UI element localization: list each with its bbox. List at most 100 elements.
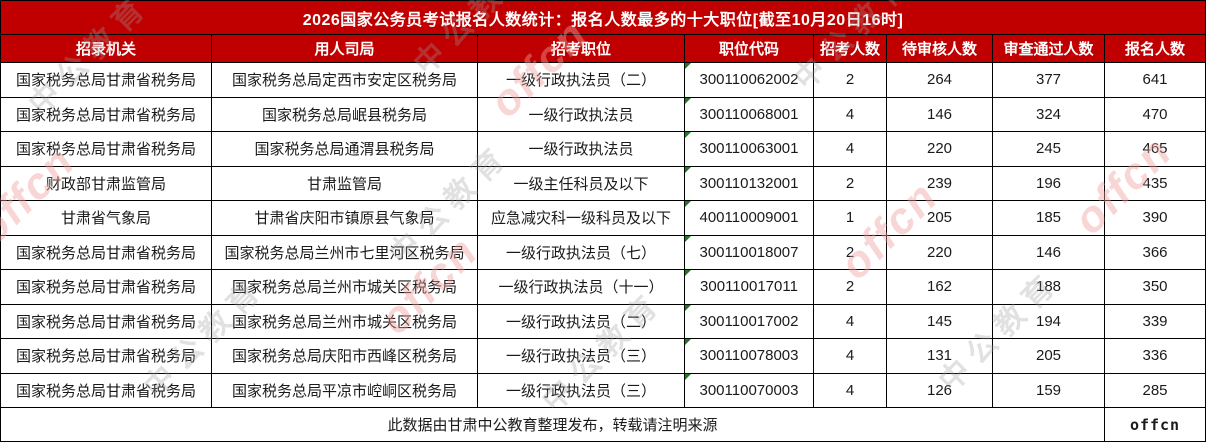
cell-approved-count: 194 <box>992 303 1105 339</box>
cell-position: 一级行政执法员（二） <box>477 62 685 98</box>
cell-pending-count: 205 <box>886 200 993 236</box>
code-text: 300110078003 <box>699 347 799 365</box>
cell-bureau: 甘肃省庆阳市镇原县气象局 <box>211 200 478 236</box>
col-header-recruit: 招考人数 <box>813 34 887 63</box>
cell-pending-count: 146 <box>886 96 993 132</box>
cell-recruit-count: 2 <box>813 269 887 305</box>
table-row: 国家税务总局甘肃省税务局 国家税务总局平凉市崆峒区税务局 一级行政执法员（三） … <box>0 372 1207 408</box>
source-note: 此数据由甘肃中公教育整理发布，转载请注明来源 <box>0 407 1105 442</box>
code-text: 300110017002 <box>699 312 799 330</box>
cell-approved-count: 324 <box>992 96 1105 132</box>
cell-code: 300110062002 <box>684 62 814 98</box>
cell-approved-count: 159 <box>992 372 1105 408</box>
cell-bureau: 国家税务总局岷县税务局 <box>211 96 478 132</box>
cell-applied-count: 336 <box>1103 338 1207 374</box>
table-row: 国家税务总局甘肃省税务局 国家税务总局定西市安定区税务局 一级行政执法员（二） … <box>0 62 1207 98</box>
cell-agency: 国家税务总局甘肃省税务局 <box>0 62 212 98</box>
table-row: 国家税务总局甘肃省税务局 国家税务总局岷县税务局 一级行政执法员 3001100… <box>0 96 1207 132</box>
cell-approved-count: 188 <box>992 269 1105 305</box>
cell-applied-count: 366 <box>1103 234 1207 270</box>
col-header-agency: 招录机关 <box>0 34 212 63</box>
cell-agency: 国家税务总局甘肃省税务局 <box>0 269 212 305</box>
cell-pending-count: 264 <box>886 62 993 98</box>
code-text: 300110070003 <box>699 381 799 399</box>
cell-code: 300110132001 <box>684 165 814 201</box>
col-header-pending: 待审核人数 <box>886 34 993 63</box>
cell-applied-count: 390 <box>1103 200 1207 236</box>
cell-pending-count: 220 <box>886 131 993 167</box>
cell-recruit-count: 2 <box>813 165 887 201</box>
table-row: 甘肃省气象局 甘肃省庆阳市镇原县气象局 应急减灾科一级科员及以下 4001100… <box>0 200 1207 236</box>
table-row: 国家税务总局甘肃省税务局 国家税务总局通渭县税务局 一级行政执法员 300110… <box>0 131 1207 167</box>
cell-pending-count: 162 <box>886 269 993 305</box>
cell-pending-count: 220 <box>886 234 993 270</box>
cell-agency: 国家税务总局甘肃省税务局 <box>0 372 212 408</box>
excel-green-corner-icon <box>685 97 691 104</box>
cell-agency: 国家税务总局甘肃省税务局 <box>0 96 212 132</box>
code-text: 300110062002 <box>699 71 799 89</box>
col-header-bureau: 用人司局 <box>211 34 478 63</box>
excel-green-corner-icon <box>685 63 691 69</box>
code-text: 300110068001 <box>699 105 799 123</box>
cell-recruit-count: 4 <box>813 372 887 408</box>
col-header-code: 职位代码 <box>684 34 814 63</box>
cell-applied-count: 641 <box>1103 62 1207 98</box>
excel-green-corner-icon <box>685 304 691 311</box>
cell-approved-count: 377 <box>992 62 1105 98</box>
cell-agency: 甘肃省气象局 <box>0 200 212 236</box>
cell-applied-count: 285 <box>1103 372 1207 408</box>
table-row: 国家税务总局甘肃省税务局 国家税务总局兰州市七里河区税务局 一级行政执法员（七）… <box>0 234 1207 270</box>
cell-bureau: 国家税务总局定西市安定区税务局 <box>211 62 478 98</box>
excel-green-corner-icon <box>685 132 691 138</box>
cell-pending-count: 131 <box>886 338 993 374</box>
cell-recruit-count: 4 <box>813 338 887 374</box>
page-title: 2026国家公务员考试报名人数统计：报名人数最多的十大职位[截至10月20日16… <box>0 0 1207 35</box>
cell-bureau: 国家税务总局兰州市城关区税务局 <box>211 303 478 339</box>
cell-approved-count: 205 <box>992 338 1105 374</box>
cell-bureau: 国家税务总局平凉市崆峒区税务局 <box>211 372 478 408</box>
code-text: 300110063001 <box>699 140 799 158</box>
cell-bureau: 国家税务总局兰州市城关区税务局 <box>211 269 478 305</box>
cell-agency: 国家税务总局甘肃省税务局 <box>0 131 212 167</box>
cell-agency: 国家税务总局甘肃省税务局 <box>0 338 212 374</box>
column-header-row: 招录机关 用人司局 招考职位 职位代码 招考人数 待审核人数 审查通过人数 报名… <box>0 34 1207 63</box>
cell-recruit-count: 4 <box>813 303 887 339</box>
cell-agency: 国家税务总局甘肃省税务局 <box>0 303 212 339</box>
cell-code: 300110078003 <box>684 338 814 374</box>
cell-position: 一级行政执法员（三） <box>477 372 685 408</box>
cell-applied-count: 435 <box>1103 165 1207 201</box>
col-header-position: 招考职位 <box>477 34 685 63</box>
cell-pending-count: 239 <box>886 165 993 201</box>
cell-recruit-count: 2 <box>813 234 887 270</box>
cell-position: 一级主任科员及以下 <box>477 165 685 201</box>
cell-agency: 财政部甘肃监管局 <box>0 165 212 201</box>
offcn-logo: offcn <box>1103 407 1207 442</box>
cell-code: 300110063001 <box>684 131 814 167</box>
excel-green-corner-icon <box>685 339 691 345</box>
cell-applied-count: 465 <box>1103 131 1207 167</box>
cell-position: 一级行政执法员（二） <box>477 303 685 339</box>
cell-pending-count: 126 <box>886 372 993 408</box>
cell-recruit-count: 2 <box>813 62 887 98</box>
cell-code: 300110017002 <box>684 303 814 339</box>
cell-approved-count: 185 <box>992 200 1105 236</box>
excel-green-corner-icon <box>685 201 691 207</box>
cell-bureau: 国家税务总局庆阳市西峰区税务局 <box>211 338 478 374</box>
table-row: 国家税务总局甘肃省税务局 国家税务总局兰州市城关区税务局 一级行政执法员（十一）… <box>0 269 1207 305</box>
cell-applied-count: 470 <box>1103 96 1207 132</box>
cell-approved-count: 196 <box>992 165 1105 201</box>
col-header-approved: 审查通过人数 <box>992 34 1105 63</box>
cell-bureau: 国家税务总局通渭县税务局 <box>211 131 478 167</box>
cell-position: 一级行政执法员 <box>477 96 685 132</box>
cell-bureau: 国家税务总局兰州市七里河区税务局 <box>211 234 478 270</box>
cell-code: 300110017011 <box>684 269 814 305</box>
cell-recruit-count: 4 <box>813 131 887 167</box>
excel-green-corner-icon <box>685 270 691 276</box>
cell-code: 300110070003 <box>684 372 814 408</box>
cell-applied-count: 339 <box>1103 303 1207 339</box>
cell-position: 一级行政执法员（七） <box>477 234 685 270</box>
code-text: 400110009001 <box>699 209 799 227</box>
cell-position: 一级行政执法员（十一） <box>477 269 685 305</box>
code-text: 300110017011 <box>700 278 798 296</box>
